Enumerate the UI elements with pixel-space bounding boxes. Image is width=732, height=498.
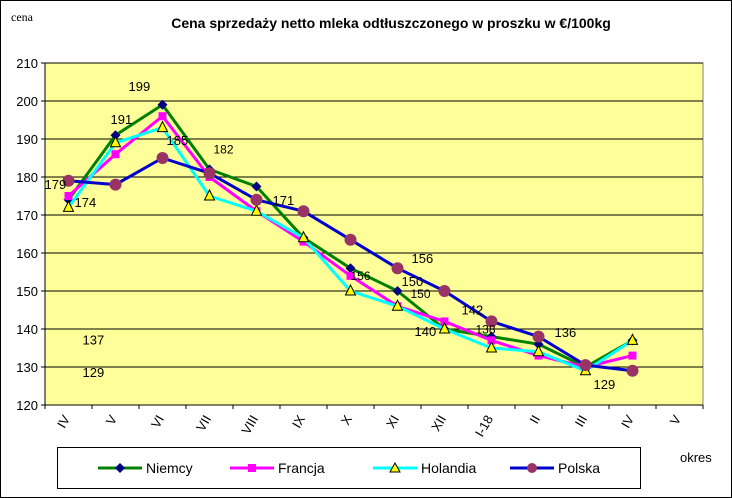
data-point-holandia — [62, 200, 75, 212]
data-point-niemcy — [110, 130, 121, 141]
data-point-polska — [391, 262, 404, 275]
data-label: 150 — [411, 287, 431, 301]
data-point-polska — [438, 285, 451, 297]
data-point-francja — [64, 192, 73, 200]
data-point-holandia — [156, 120, 169, 133]
data-label: 174 — [75, 195, 97, 210]
data-label: 185 — [167, 133, 189, 148]
data-label: 179 — [45, 177, 67, 192]
data-point-francja — [158, 112, 167, 121]
data-point-holandia — [626, 333, 639, 345]
x-tick-label: I-18 — [472, 412, 496, 439]
data-point-holandia — [297, 230, 310, 243]
data-point-francja — [440, 317, 449, 326]
data-label: 182 — [214, 142, 234, 156]
data-label: 171 — [273, 193, 295, 208]
data-point-holandia — [438, 321, 451, 334]
data-point-francja — [628, 351, 637, 360]
y-tick-label: 130 — [16, 360, 38, 375]
legend-label-francja: Francja — [278, 460, 325, 476]
legend-swatch-polska — [510, 463, 554, 473]
data-point-holandia — [485, 340, 498, 353]
data-point-holandia — [203, 188, 216, 201]
data-point-polska — [156, 152, 169, 164]
legend-label-niemcy: Niemcy — [146, 460, 193, 476]
data-label: 156 — [351, 269, 371, 283]
data-point-polska — [109, 178, 122, 191]
x-tick-label: V — [103, 412, 120, 427]
legend-label-holandia: Holandia — [421, 460, 477, 476]
y-tick-label: 200 — [16, 94, 38, 109]
legend-swatch-holandia — [373, 462, 417, 473]
x-tick-label: IV — [618, 412, 637, 430]
data-point-francja — [346, 271, 355, 280]
data-label: 199 — [129, 79, 151, 94]
x-tick-label: IX — [289, 412, 308, 430]
data-point-holandia — [532, 344, 545, 357]
data-point-francja — [487, 336, 496, 345]
data-point-polska — [532, 330, 545, 343]
y-tick-label: 190 — [16, 132, 38, 147]
data-point-niemcy — [157, 99, 168, 110]
legend-item-francja: Francja — [230, 458, 325, 478]
x-tick-label: XII — [428, 412, 449, 433]
data-point-polska — [203, 167, 216, 180]
y-tick-label: 150 — [16, 284, 38, 299]
data-point-holandia — [344, 283, 357, 296]
y-tick-label: 120 — [16, 398, 38, 413]
data-point-polska — [62, 174, 75, 187]
data-point-holandia — [250, 204, 263, 216]
data-label: 136 — [555, 325, 577, 340]
data-point-francja — [111, 150, 120, 159]
data-point-polska — [626, 364, 639, 377]
legend-item-polska: Polska — [510, 458, 600, 478]
data-point-polska — [297, 205, 310, 218]
data-label: 142 — [462, 302, 484, 317]
x-tick-label: XI — [383, 412, 402, 430]
data-point-polska — [579, 359, 592, 372]
y-tick-label: 160 — [16, 246, 38, 261]
plot-area — [44, 62, 704, 406]
data-point-niemcy — [345, 263, 356, 274]
data-point-polska — [250, 193, 263, 206]
legend-item-holandia: Holandia — [373, 458, 476, 478]
data-label: 150 — [402, 274, 424, 289]
y-axis-label: cena — [11, 10, 34, 24]
data-point-holandia — [109, 135, 122, 148]
data-label: 129 — [83, 365, 105, 380]
y-tick-label: 180 — [16, 170, 38, 185]
x-tick-label: V — [667, 412, 684, 427]
data-label: 129 — [594, 377, 616, 392]
y-tick-label: 140 — [16, 322, 38, 337]
data-label: 138 — [476, 323, 496, 337]
legend-label-polska: Polska — [558, 460, 601, 476]
legend: Niemcy Francja Holandia Polska — [57, 447, 641, 489]
x-tick-label: II — [526, 412, 543, 426]
x-tick-label: VI — [148, 412, 167, 430]
data-label: 156 — [412, 251, 434, 266]
data-label: 140 — [415, 324, 437, 339]
legend-swatch-niemcy — [98, 463, 142, 473]
x-axis-label: okres — [680, 450, 712, 465]
data-point-niemcy — [251, 181, 262, 192]
data-point-polska — [344, 233, 357, 246]
y-tick-label: 170 — [16, 208, 38, 223]
x-tick-label: III — [572, 412, 590, 429]
data-label: 137 — [83, 332, 105, 347]
data-point-polska — [485, 315, 498, 328]
legend-item-niemcy: Niemcy — [98, 458, 193, 478]
data-label: 191 — [111, 112, 133, 127]
x-tick-label: VIII — [238, 412, 261, 436]
chart-title: Cena sprzedaży netto mleka odtłuszczoneg… — [171, 15, 611, 31]
data-point-holandia — [391, 299, 404, 311]
x-tick-label: IV — [54, 412, 73, 430]
legend-swatch-francja — [230, 464, 274, 472]
x-tick-label: VII — [193, 412, 214, 433]
y-tick-label: 210 — [16, 56, 38, 71]
x-tick-label: X — [338, 412, 355, 427]
data-point-niemcy — [392, 286, 403, 296]
